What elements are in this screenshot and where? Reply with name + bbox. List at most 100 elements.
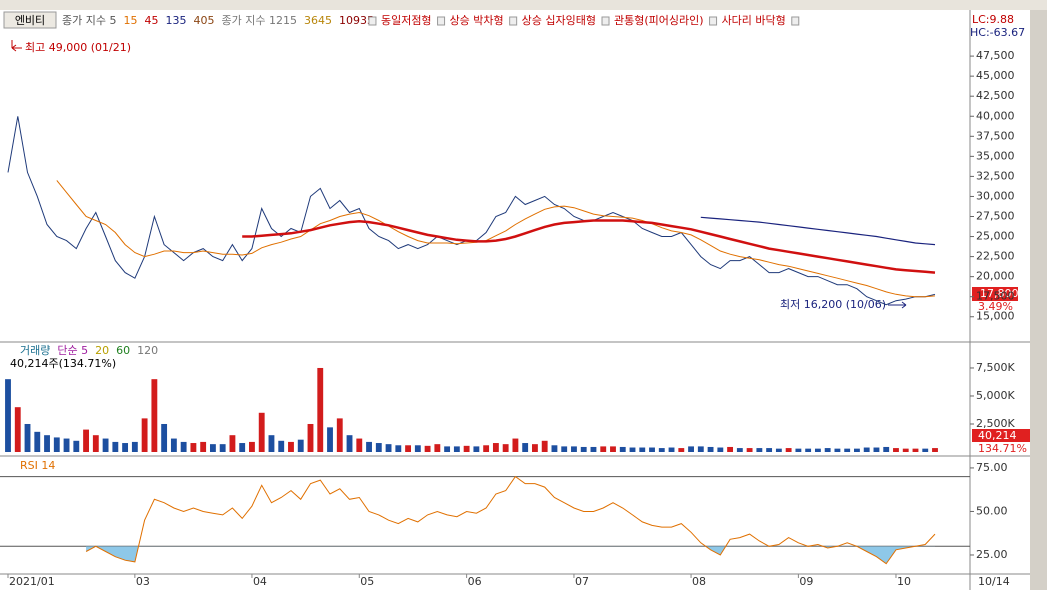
legend-entry: 단순 5 [57, 344, 88, 357]
scrollbar [1030, 10, 1047, 590]
legend-entry: 60 [116, 344, 130, 357]
y-tick-label: 50.00 [976, 504, 1008, 517]
price-line [700, 216, 936, 246]
volume-bar [453, 446, 460, 452]
last-volume-box [972, 429, 1030, 442]
x-tick-label: 04 [253, 575, 267, 588]
y-tick-label: 32,500 [976, 169, 1015, 182]
high-arrow [11, 40, 22, 52]
legend-entry: 사다리 바닥형 [722, 14, 786, 27]
volume-bar [63, 438, 70, 452]
volume-bar [336, 418, 343, 452]
x-tick-label: 10 [897, 575, 911, 588]
volume-bar [473, 446, 480, 452]
volume-bar [814, 448, 821, 452]
volume-bar [600, 446, 607, 452]
volume-bar [844, 448, 851, 452]
legend-entry: 관통형(피어싱라인) [614, 14, 704, 27]
volume-bar [73, 440, 80, 452]
volume-bar [531, 444, 538, 452]
volume-bar [678, 448, 685, 452]
volume-bar [180, 441, 187, 452]
volume-bar [317, 367, 324, 452]
legend-swatch [601, 16, 610, 26]
volume-bar [522, 443, 529, 452]
volume-bar [268, 435, 275, 452]
volume-bar [834, 448, 841, 452]
y-tick-label: 5,000K [976, 389, 1015, 402]
legend-entry: 상승 박차형 [450, 14, 504, 27]
y-tick-label: 25,000 [976, 230, 1015, 243]
volume-bar [551, 445, 558, 452]
volume-info: 40,214주(134.71%) [10, 357, 116, 370]
volume-bar [854, 448, 860, 452]
volume-bar [649, 447, 655, 452]
volume-bar [863, 447, 870, 452]
volume-bar [746, 448, 753, 452]
volume-bar [571, 446, 577, 452]
volume-bar [258, 412, 265, 452]
volume-bar [44, 435, 50, 452]
volume-bar [785, 448, 792, 452]
volume-bar [756, 448, 763, 452]
y-tick-label: 35,000 [976, 149, 1015, 162]
low-arrow [888, 301, 907, 309]
volume-bar [209, 444, 216, 452]
volume-bar [580, 446, 587, 452]
x-tick-label: 06 [468, 575, 482, 588]
y-tick-label: 37,500 [976, 129, 1015, 142]
volume-bar [434, 444, 441, 452]
volume-bar [610, 446, 616, 452]
volume-bar [83, 429, 89, 452]
volume-bar [805, 448, 812, 452]
volume-bar [795, 448, 802, 452]
volume-bar [697, 446, 704, 452]
volume-bar [766, 448, 773, 452]
volume-bar [668, 447, 675, 452]
last-volume: 40,214 [978, 429, 1017, 442]
lc-label: LC:9.88 [972, 13, 1014, 26]
volume-bar [902, 448, 909, 452]
volume-bar [893, 448, 899, 452]
volume-bar [873, 447, 880, 452]
y-tick-label: 27,500 [976, 209, 1015, 222]
volume-bar [307, 423, 314, 452]
volume-bar [297, 439, 304, 452]
x-tick-label: 07 [575, 575, 589, 588]
volume-bar [775, 448, 782, 452]
y-tick-label: 25.00 [976, 548, 1008, 561]
volume-bar [366, 441, 372, 452]
legend-entry: 45 [144, 14, 158, 27]
legend-entry: 상승 십자잉태형 [522, 14, 596, 27]
volume-bar [278, 440, 285, 452]
y-tick-label: 47,500 [976, 49, 1015, 62]
volume-bar [405, 445, 412, 452]
indicator-button[interactable] [3, 11, 57, 29]
volume-bar [170, 438, 177, 452]
volume-bar [502, 444, 509, 452]
volume-bar [932, 448, 938, 452]
volume-bar [385, 444, 392, 452]
hc-label: HC:-63.67 [970, 26, 1025, 39]
volume-bar [327, 427, 333, 452]
volume-bar [717, 447, 724, 452]
volume-bar [414, 445, 421, 452]
legend-entry: 거래량 [20, 344, 50, 357]
volume-bar [658, 448, 665, 452]
volume-bar [229, 435, 236, 452]
volume-bar [288, 441, 294, 452]
rsi-title: RSI 14 [20, 459, 55, 472]
y-tick-label: 15,000 [976, 310, 1015, 323]
x-end-label: 10/14 [978, 575, 1010, 588]
legend-entry: 135 [165, 14, 186, 27]
volume-bar [883, 446, 890, 452]
low-annotation: 최저 16,200 (10/06) [780, 298, 886, 311]
volume-bar [375, 443, 382, 452]
x-tick-label: 05 [360, 575, 374, 588]
volume-bar [541, 440, 548, 452]
indicator-button-label[interactable]: 엔비티 [15, 14, 45, 27]
legend-entry: 15 [123, 14, 137, 27]
volume-bar [34, 431, 41, 452]
y-tick-label: 30,000 [976, 189, 1015, 202]
volume-bar [102, 438, 109, 452]
